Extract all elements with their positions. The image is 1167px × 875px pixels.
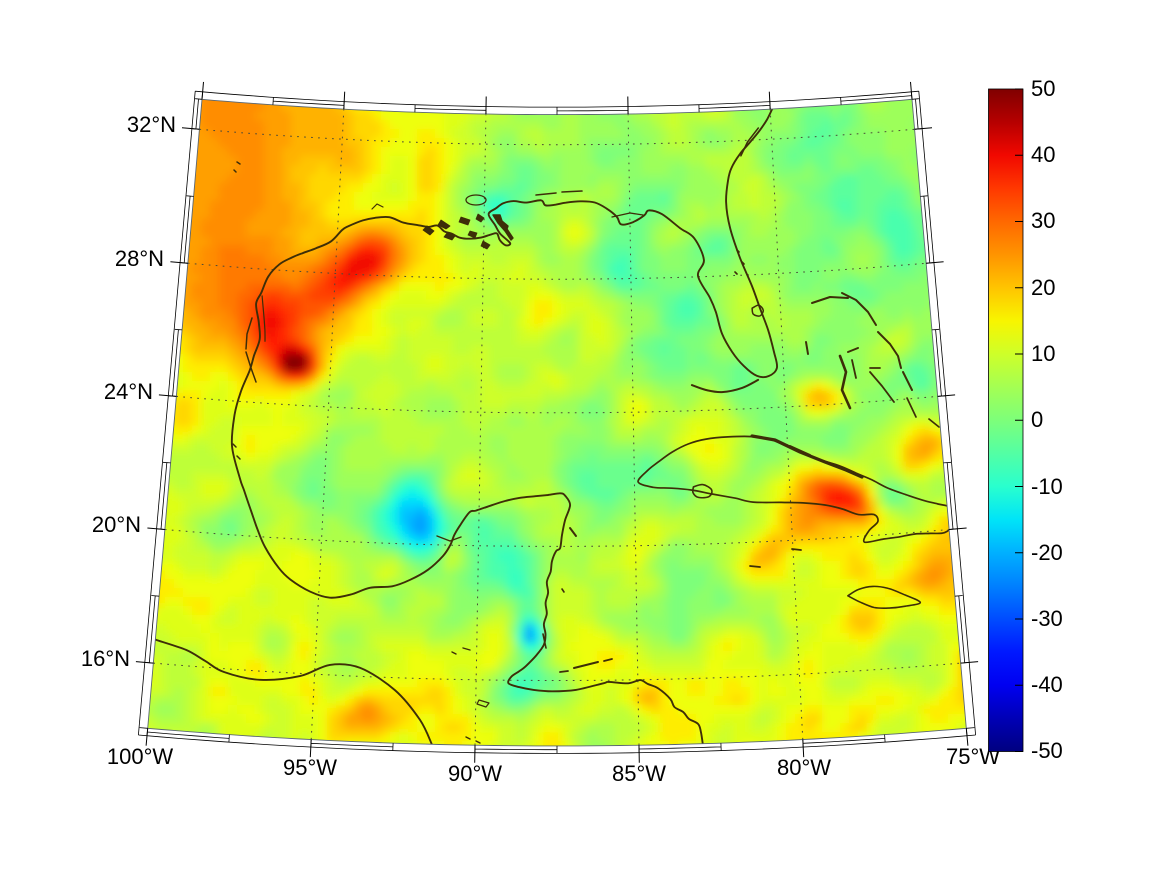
svg-text:-10: -10 xyxy=(1031,474,1063,499)
svg-text:100°W: 100°W xyxy=(107,744,174,769)
svg-text:28°N: 28°N xyxy=(115,246,164,271)
svg-text:20: 20 xyxy=(1031,275,1055,300)
svg-text:90°W: 90°W xyxy=(448,761,502,786)
svg-text:20°N: 20°N xyxy=(92,512,141,537)
svg-text:40: 40 xyxy=(1031,142,1055,167)
svg-text:-50: -50 xyxy=(1031,738,1063,763)
svg-text:0: 0 xyxy=(1031,407,1043,432)
svg-text:-20: -20 xyxy=(1031,540,1063,565)
svg-text:95°W: 95°W xyxy=(283,755,337,780)
svg-text:80°W: 80°W xyxy=(777,755,831,780)
svg-text:32°N: 32°N xyxy=(127,112,176,137)
svg-text:-40: -40 xyxy=(1031,672,1063,697)
svg-text:85°W: 85°W xyxy=(612,761,666,786)
svg-text:24°N: 24°N xyxy=(104,379,153,404)
svg-text:30: 30 xyxy=(1031,208,1055,233)
svg-text:10: 10 xyxy=(1031,341,1055,366)
svg-text:-30: -30 xyxy=(1031,606,1063,631)
svg-text:16°N: 16°N xyxy=(81,646,130,671)
svg-text:50: 50 xyxy=(1031,76,1055,101)
